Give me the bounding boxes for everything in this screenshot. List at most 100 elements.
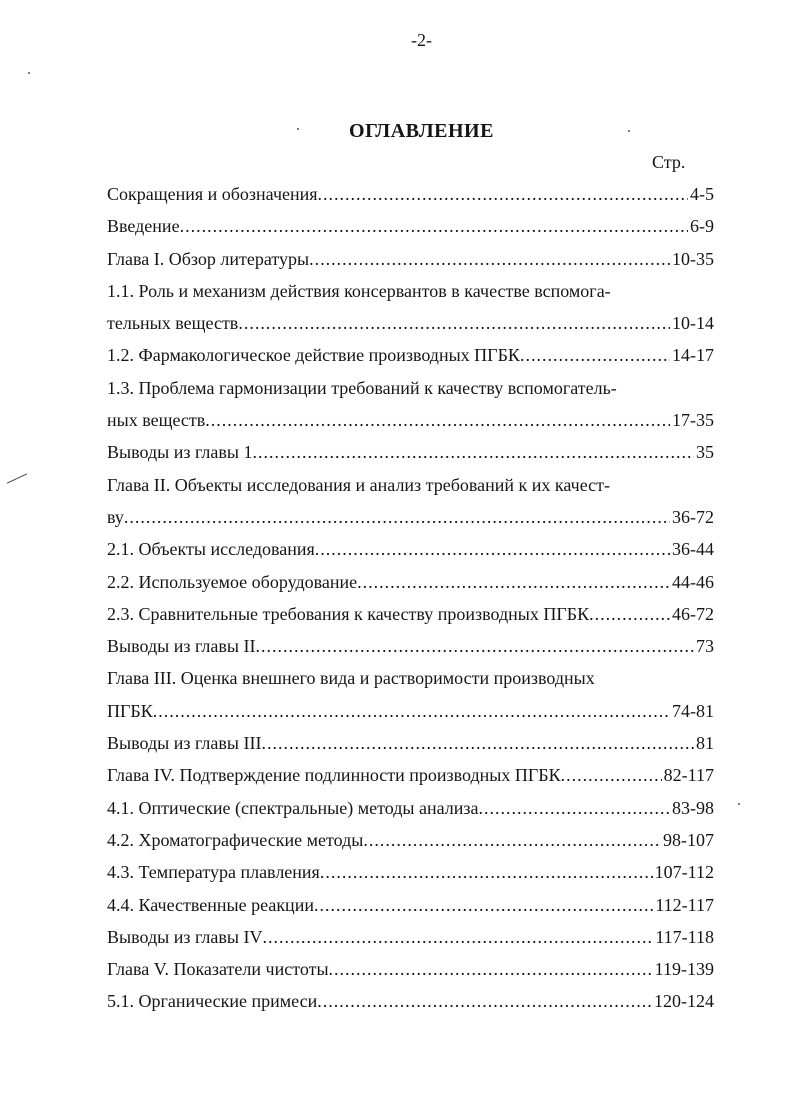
toc-entry-line: 1.3. Проблема гармонизации требований к … (107, 376, 714, 408)
dot-leader (363, 828, 661, 852)
toc-entry-line: Глава V. Показатели чистоты 119-139 (107, 957, 714, 989)
toc-entry-page: 117-118 (655, 926, 714, 947)
table-of-contents: Сокращения и обозначения 4-5 Введение 6-9 Гл… (107, 182, 714, 1022)
toc-entry-line: Глава II. Объекты исследования и анализ … (107, 473, 714, 505)
scan-speck (738, 803, 740, 805)
toc-entry-line: Выводы из главы III 81 (107, 731, 714, 763)
dot-leader (357, 570, 670, 594)
toc-entry-line: ных веществ 17-35 (107, 408, 714, 440)
dot-leader (180, 214, 688, 238)
toc-entry-page: 119-139 (654, 959, 714, 980)
dot-leader (314, 893, 653, 917)
toc-entry-page: 35 (696, 442, 714, 463)
dot-leader (318, 182, 688, 206)
toc-entry-title: 2.1. Объекты исследования (107, 539, 315, 560)
toc-entry-title: Глава V. Показатели чистоты (107, 959, 329, 980)
toc-entry-line: 5.1. Органические примеси 120-124 (107, 989, 714, 1021)
dot-leader (315, 537, 670, 561)
toc-entry-line: Выводы из главы 1 35 (107, 440, 714, 472)
toc-entry-title: ных веществ (107, 410, 206, 431)
toc-entry-line: ПГБК 74-81 (107, 699, 714, 731)
dot-leader (153, 699, 670, 723)
toc-entry-title: 1.3. Проблема гармонизации требований к … (107, 377, 617, 398)
toc-entry-title: 2.3. Сравнительные требования к качеству… (107, 603, 590, 624)
toc-entry-page: 120-124 (654, 991, 714, 1012)
dot-leader (124, 505, 670, 529)
toc-entry-title: ПГБК (107, 700, 153, 721)
scan-speck (628, 130, 630, 132)
toc-entry-page: 10-35 (672, 248, 714, 269)
toc-entry-page: 17-35 (672, 410, 714, 431)
toc-entry-title: 4.4. Качественные реакции (107, 894, 314, 915)
toc-entry-title: 1.2. Фармакологическое действие производ… (107, 345, 520, 366)
toc-entry-page: 14-17 (672, 345, 714, 366)
dot-leader (561, 763, 662, 787)
toc-entry-title: Введение (107, 216, 180, 237)
toc-entry-line: Глава IV. Подтверждение подлинности прои… (107, 763, 714, 795)
scan-speck (297, 128, 299, 130)
dot-leader (309, 247, 670, 271)
toc-entry-line: Сокращения и обозначения 4-5 (107, 182, 714, 214)
dot-leader (478, 796, 670, 820)
dot-leader (589, 602, 670, 626)
toc-entry-line: ву 36-72 (107, 505, 714, 537)
toc-entry-page: 98-107 (663, 829, 714, 850)
toc-entry-page: 44-46 (672, 571, 714, 592)
toc-entry-line: 1.2. Фармакологическое действие производ… (107, 343, 714, 375)
dot-leader (262, 925, 653, 949)
toc-entry-title: Глава II. Объекты исследования и анализ … (107, 474, 611, 495)
toc-entry-title: 4.2. Хроматографические методы (107, 829, 364, 850)
toc-entry-line: тельных веществ 10-14 (107, 311, 714, 343)
toc-entry-page: 6-9 (690, 216, 714, 237)
dot-leader (329, 957, 653, 981)
toc-entry-title: тельных веществ (107, 313, 239, 334)
dot-leader (520, 343, 670, 367)
toc-entry-page: 83-98 (672, 797, 714, 818)
toc-entry-line: 2.2. Используемое оборудование 44-46 (107, 570, 714, 602)
page-column-label: Стр. (652, 152, 686, 172)
toc-entry-line: 2.3. Сравнительные требования к качеству… (107, 602, 714, 634)
toc-entry-page: 4-5 (690, 184, 714, 204)
toc-entry-title: 4.1. Оптические (спектральные) методы ан… (107, 797, 479, 818)
toc-entry-title: ву (107, 506, 124, 527)
toc-entry-page: 36-44 (672, 539, 714, 560)
toc-entry-page: 74-81 (672, 700, 714, 721)
toc-entry-page: 81 (696, 733, 714, 754)
toc-entry-line: 1.1. Роль и механизм действия консервант… (107, 279, 714, 311)
toc-entry-title: Глава IV. Подтверждение подлинности прои… (107, 765, 561, 786)
toc-entry-line: Глава I. Обзор литературы 10-35 (107, 247, 714, 279)
toc-entry-line: Выводы из главы IV 117-118 (107, 925, 714, 957)
toc-entry-line: 4.1. Оптические (спектральные) методы ан… (107, 796, 714, 828)
toc-entry-line: Введение 6-9 (107, 214, 714, 246)
toc-entry-line: Глава III. Оценка внешнего вида и раство… (107, 666, 714, 698)
dot-leader (317, 989, 652, 1013)
toc-entry-line: 4.4. Качественные реакции 112-117 (107, 893, 714, 925)
toc-entry-title: 1.1. Роль и механизм действия консервант… (107, 280, 611, 301)
scan-mark (6, 473, 28, 484)
page-number: -2- (411, 30, 432, 50)
dot-leader (253, 440, 695, 464)
toc-entry-title: 4.3. Температура плавления (107, 862, 320, 883)
toc-entry-title: Сокращения и обозначения (107, 184, 318, 204)
toc-entry-line: 2.1. Объекты исследования 36-44 (107, 537, 714, 569)
toc-entry-line: Выводы из главы II 73 (107, 634, 714, 666)
dot-leader (205, 408, 670, 432)
dot-leader (255, 634, 694, 658)
toc-entry-title: Выводы из главы 1 (107, 442, 253, 463)
toc-entry-title: Глава III. Оценка внешнего вида и раство… (107, 668, 595, 689)
toc-entry-line: 4.3. Температура плавления 107-112 (107, 860, 714, 892)
toc-entry-page: 112-117 (655, 894, 714, 915)
toc-entry-page: 36-72 (672, 506, 714, 527)
toc-entry-title: 5.1. Органические примеси (107, 991, 318, 1012)
dot-leader (238, 311, 670, 335)
toc-heading: ОГЛАВЛЕНИЕ (349, 120, 494, 142)
toc-entry-page: 46-72 (672, 603, 714, 624)
dot-leader (320, 860, 653, 884)
scan-speck (28, 72, 30, 74)
toc-entry-title: Выводы из главы IV (107, 926, 263, 947)
toc-entry-title: 2.2. Используемое оборудование (107, 571, 358, 592)
toc-entry-title: Выводы из главы II (107, 636, 256, 657)
toc-entry-page: 107-112 (654, 862, 714, 883)
dot-leader (261, 731, 694, 755)
toc-entry-page: 10-14 (672, 313, 714, 334)
